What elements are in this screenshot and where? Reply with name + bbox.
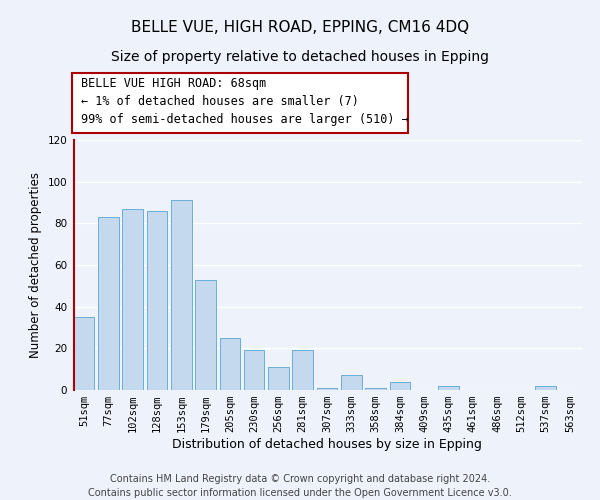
- Bar: [268, 367, 289, 390]
- Bar: [220, 338, 240, 390]
- Bar: [365, 388, 386, 390]
- Bar: [195, 280, 216, 390]
- Text: Size of property relative to detached houses in Epping: Size of property relative to detached ho…: [111, 50, 489, 64]
- Bar: [244, 350, 265, 390]
- Bar: [535, 386, 556, 390]
- Bar: [146, 211, 167, 390]
- Bar: [74, 317, 94, 390]
- Bar: [98, 217, 119, 390]
- Y-axis label: Number of detached properties: Number of detached properties: [29, 172, 42, 358]
- Bar: [389, 382, 410, 390]
- Text: BELLE VUE HIGH ROAD: 68sqm
← 1% of detached houses are smaller (7)
99% of semi-d: BELLE VUE HIGH ROAD: 68sqm ← 1% of detac…: [81, 78, 409, 126]
- Bar: [171, 200, 191, 390]
- Bar: [438, 386, 459, 390]
- Text: Contains HM Land Registry data © Crown copyright and database right 2024.
Contai: Contains HM Land Registry data © Crown c…: [88, 474, 512, 498]
- Bar: [317, 388, 337, 390]
- Bar: [292, 350, 313, 390]
- Text: BELLE VUE, HIGH ROAD, EPPING, CM16 4DQ: BELLE VUE, HIGH ROAD, EPPING, CM16 4DQ: [131, 20, 469, 35]
- Bar: [122, 209, 143, 390]
- Bar: [341, 376, 362, 390]
- X-axis label: Distribution of detached houses by size in Epping: Distribution of detached houses by size …: [172, 438, 482, 451]
